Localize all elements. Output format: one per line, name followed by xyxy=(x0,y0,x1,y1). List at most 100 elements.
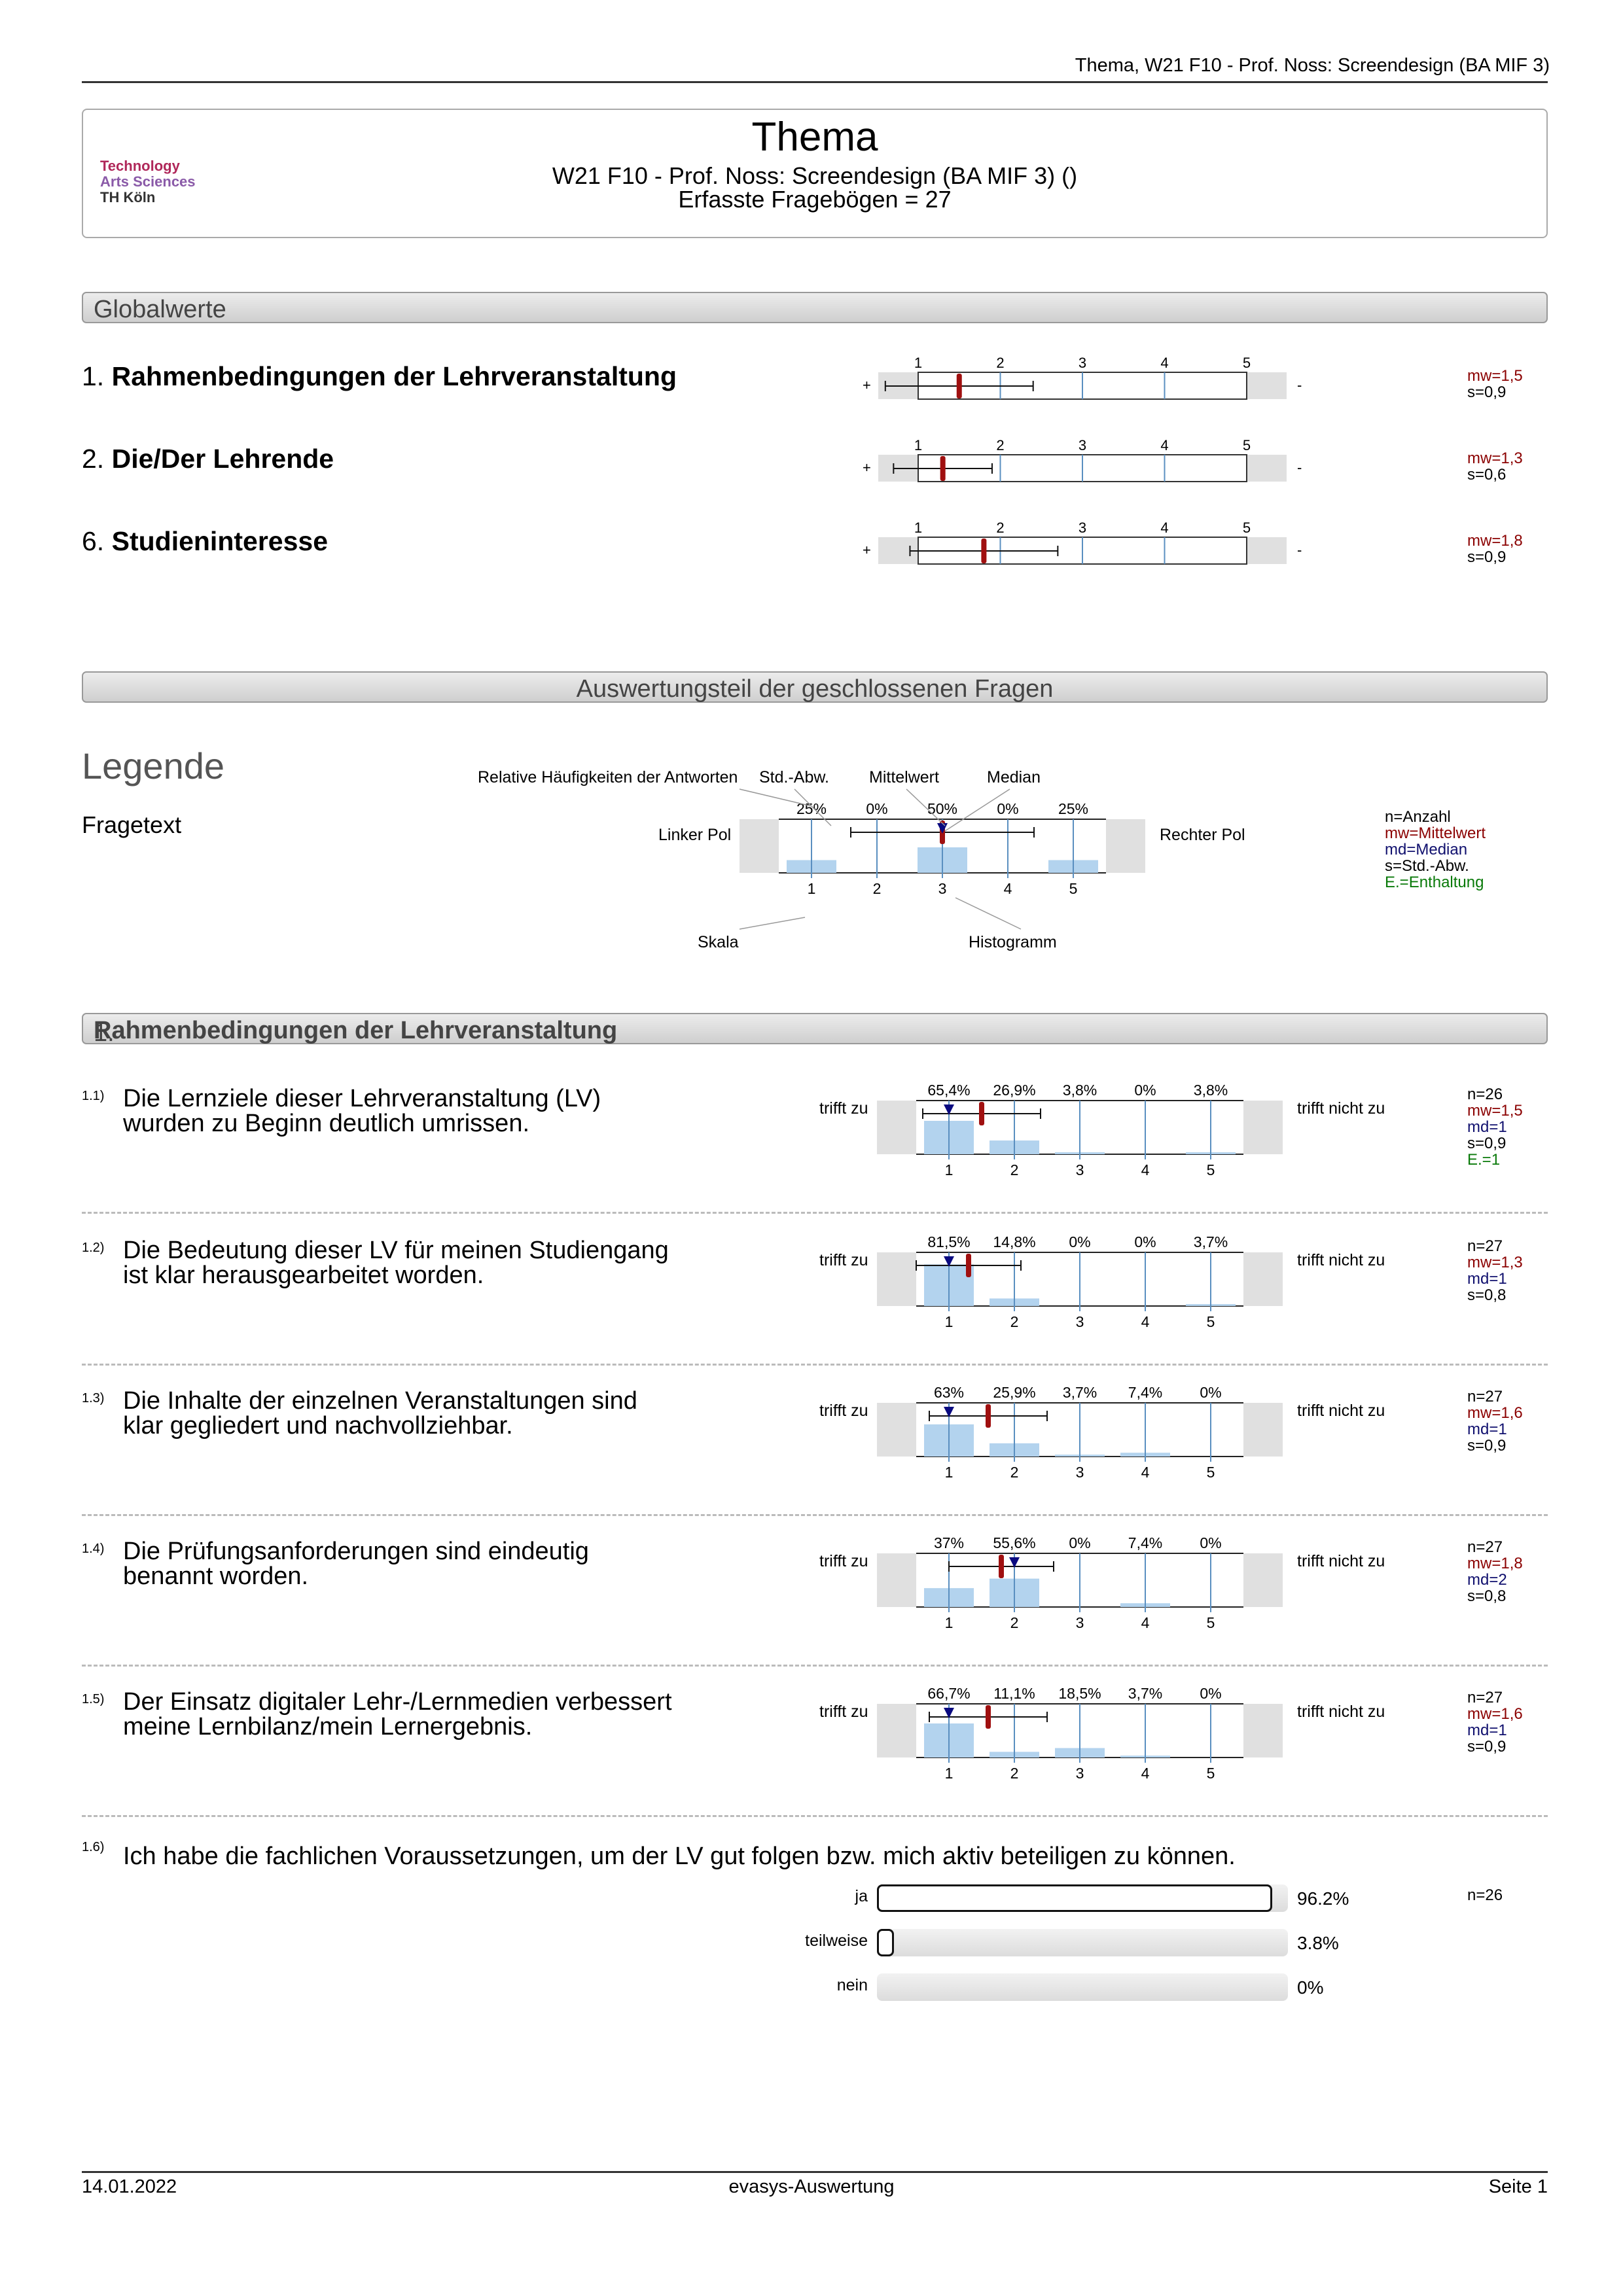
legend-leaders xyxy=(739,788,1022,930)
running-header: Thema, W21 F10 - Prof. Noss: Screendesig… xyxy=(1075,55,1550,76)
question-separator xyxy=(82,1665,1548,1667)
stat-mw: mw=1,5 xyxy=(1467,1102,1523,1120)
question-text-line2: wurden zu Beginn deutlich umrissen. xyxy=(123,1110,530,1137)
left-pole-pad xyxy=(877,1403,916,1457)
hist-tick-label: 3 xyxy=(1076,1161,1084,1178)
footer-center: evasys-Auswertung xyxy=(728,2176,895,2197)
question-num: 1.2) xyxy=(82,1241,105,1255)
hist-tick-label: 5 xyxy=(1207,1614,1215,1631)
question-stats: n=27 mw=1,3 md=1 s=0,8 xyxy=(1467,1238,1523,1303)
hist-tick-label: 5 xyxy=(1207,1765,1215,1782)
question-text: Die Lernziele dieser Lehrveranstaltung (… xyxy=(123,1086,601,1136)
question-stats: n=26 mw=1,5 md=1 s=0,9 E.=1 xyxy=(1467,1086,1523,1168)
left-pole-pad xyxy=(877,1704,916,1757)
hist-tick-label: 1 xyxy=(945,1313,954,1330)
global-row-scale: 1 2 3 4 5 + - xyxy=(863,437,1302,482)
median-marker xyxy=(944,1407,954,1417)
mean-marker xyxy=(986,1705,991,1729)
hist-tick-label: 1 xyxy=(808,880,816,897)
right-pole-label: trifft nicht zu xyxy=(1297,1552,1385,1570)
scale-tick-label: 3 xyxy=(1079,520,1086,536)
hist-tick-label: 2 xyxy=(1010,1614,1019,1631)
pole-plus: + xyxy=(863,542,871,558)
hist-percent-label: 66,7% xyxy=(927,1685,970,1702)
right-pole-pad xyxy=(1243,1553,1283,1607)
legend-leader-line xyxy=(794,788,832,826)
hist-tick-label: 4 xyxy=(1141,1464,1150,1481)
question-histogram: 81,5% 1 14,8% 2 0% 3 0% 4 3,7% 5 xyxy=(877,1233,1283,1330)
median-marker xyxy=(944,1104,954,1115)
scale-tick-label: 5 xyxy=(1243,355,1251,371)
report-subtitle: W21 F10 - Prof. Noss: Screendesign (BA M… xyxy=(552,162,1078,189)
hist-tick-label: 3 xyxy=(938,880,947,897)
footer-rule xyxy=(82,2171,1548,2173)
legend-label-skala: Skala xyxy=(698,933,739,951)
legend-leader-line xyxy=(955,897,1022,930)
mean-marker xyxy=(979,1102,984,1125)
pole-minus: - xyxy=(1297,459,1302,476)
q16-num: 1.6) xyxy=(82,1840,105,1854)
hist-percent-label: 37% xyxy=(934,1534,964,1551)
question-text: Die Bedeutung dieser LV für meinen Studi… xyxy=(123,1238,669,1288)
legend-leader-line xyxy=(739,917,806,930)
option-track xyxy=(877,1929,1288,1956)
option-label: teilweise xyxy=(805,1932,868,1950)
mean-marker xyxy=(999,1555,1004,1578)
question-text-line1: Die Prüfungsanforderungen sind eindeutig xyxy=(123,1538,589,1565)
stat-s: s=0,9 xyxy=(1467,1437,1507,1455)
section-1-num: 1. xyxy=(94,1019,115,1047)
question-histogram: 66,7% 1 11,1% 2 18,5% 3 3,7% 4 0% 5 xyxy=(877,1685,1283,1782)
footer-page: Seite 1 xyxy=(1488,2176,1548,2197)
option-percent: 3.8% xyxy=(1297,1933,1339,1953)
header-rule xyxy=(82,81,1548,83)
hist-percent-label: 0% xyxy=(1200,1384,1221,1401)
median-marker xyxy=(944,1256,954,1267)
hist-tick-label: 2 xyxy=(1010,1313,1019,1330)
stat-md: md=1 xyxy=(1467,1118,1507,1136)
legend-fragetext: Fragetext xyxy=(82,811,182,838)
question-text: Der Einsatz digitaler Lehr-/Lernmedien v… xyxy=(123,1689,672,1739)
question-text-line1: Der Einsatz digitaler Lehr-/Lernmedien v… xyxy=(123,1688,672,1716)
scale-tick-label: 1 xyxy=(914,355,922,371)
right-pole-label: trifft nicht zu xyxy=(1297,1099,1385,1118)
report-title: Thema xyxy=(751,115,878,160)
right-pole-label: trifft nicht zu xyxy=(1297,1703,1385,1721)
global-row-stats: mw=1,5 s=0,9 xyxy=(1467,368,1523,400)
question-num: 1.4) xyxy=(82,1542,105,1556)
hist-tick-label: 2 xyxy=(1010,1464,1019,1481)
scale-right-pad xyxy=(1247,537,1287,564)
question-stats: n=27 mw=1,6 md=1 s=0,9 xyxy=(1467,1689,1523,1755)
question-stats: n=27 mw=1,6 md=1 s=0,9 xyxy=(1467,1388,1523,1454)
hist-tick-label: 4 xyxy=(1141,1614,1150,1631)
stat-n: n=27 xyxy=(1467,1538,1503,1556)
stat-md: md=1 xyxy=(1467,1270,1507,1288)
global-row-title: 6. Studieninteresse xyxy=(82,526,328,557)
stat-md: md=1 xyxy=(1467,1722,1507,1739)
question-separator xyxy=(82,1212,1548,1214)
scale-tick-label: 5 xyxy=(1243,437,1251,453)
option-fill xyxy=(877,1884,1273,1912)
footer-date: 14.01.2022 xyxy=(82,2176,177,2197)
hist-tick-label: 2 xyxy=(1010,1765,1019,1782)
median-marker xyxy=(1009,1557,1020,1568)
stat-md: md=2 xyxy=(1467,1571,1507,1589)
hist-tick-label: 4 xyxy=(1141,1161,1150,1178)
global-row-num: 2. xyxy=(82,444,105,474)
left-pole-label: trifft zu xyxy=(819,1552,868,1570)
stat-n: n=27 xyxy=(1467,1689,1503,1706)
q16-n: n=26 xyxy=(1467,1886,1503,1904)
scale-tick-label: 4 xyxy=(1160,355,1168,371)
stat-md: md=1 xyxy=(1467,1421,1507,1438)
mean-marker xyxy=(981,539,987,563)
stat-s: s=0,8 xyxy=(1467,1286,1507,1304)
section-1: 1. Rahmenbedingungen der Lehrveranstaltu… xyxy=(82,1013,1548,1047)
question-histogram: 65,4% 1 26,9% 2 3,8% 3 0% 4 3,8% 5 xyxy=(877,1082,1283,1178)
questionnaire-count: Erfasste Fragebögen = 27 xyxy=(678,186,952,213)
mean-marker xyxy=(940,456,946,481)
pole-plus: + xyxy=(863,377,871,393)
global-row-title: 1. Rahmenbedingungen der Lehrveranstaltu… xyxy=(82,361,677,392)
global-row-label: Studieninteresse xyxy=(111,526,328,556)
hist-percent-label: 3,8% xyxy=(1194,1082,1228,1099)
stat-mw: mw=1,6 xyxy=(1467,1404,1523,1422)
hist-tick-label: 2 xyxy=(873,880,882,897)
